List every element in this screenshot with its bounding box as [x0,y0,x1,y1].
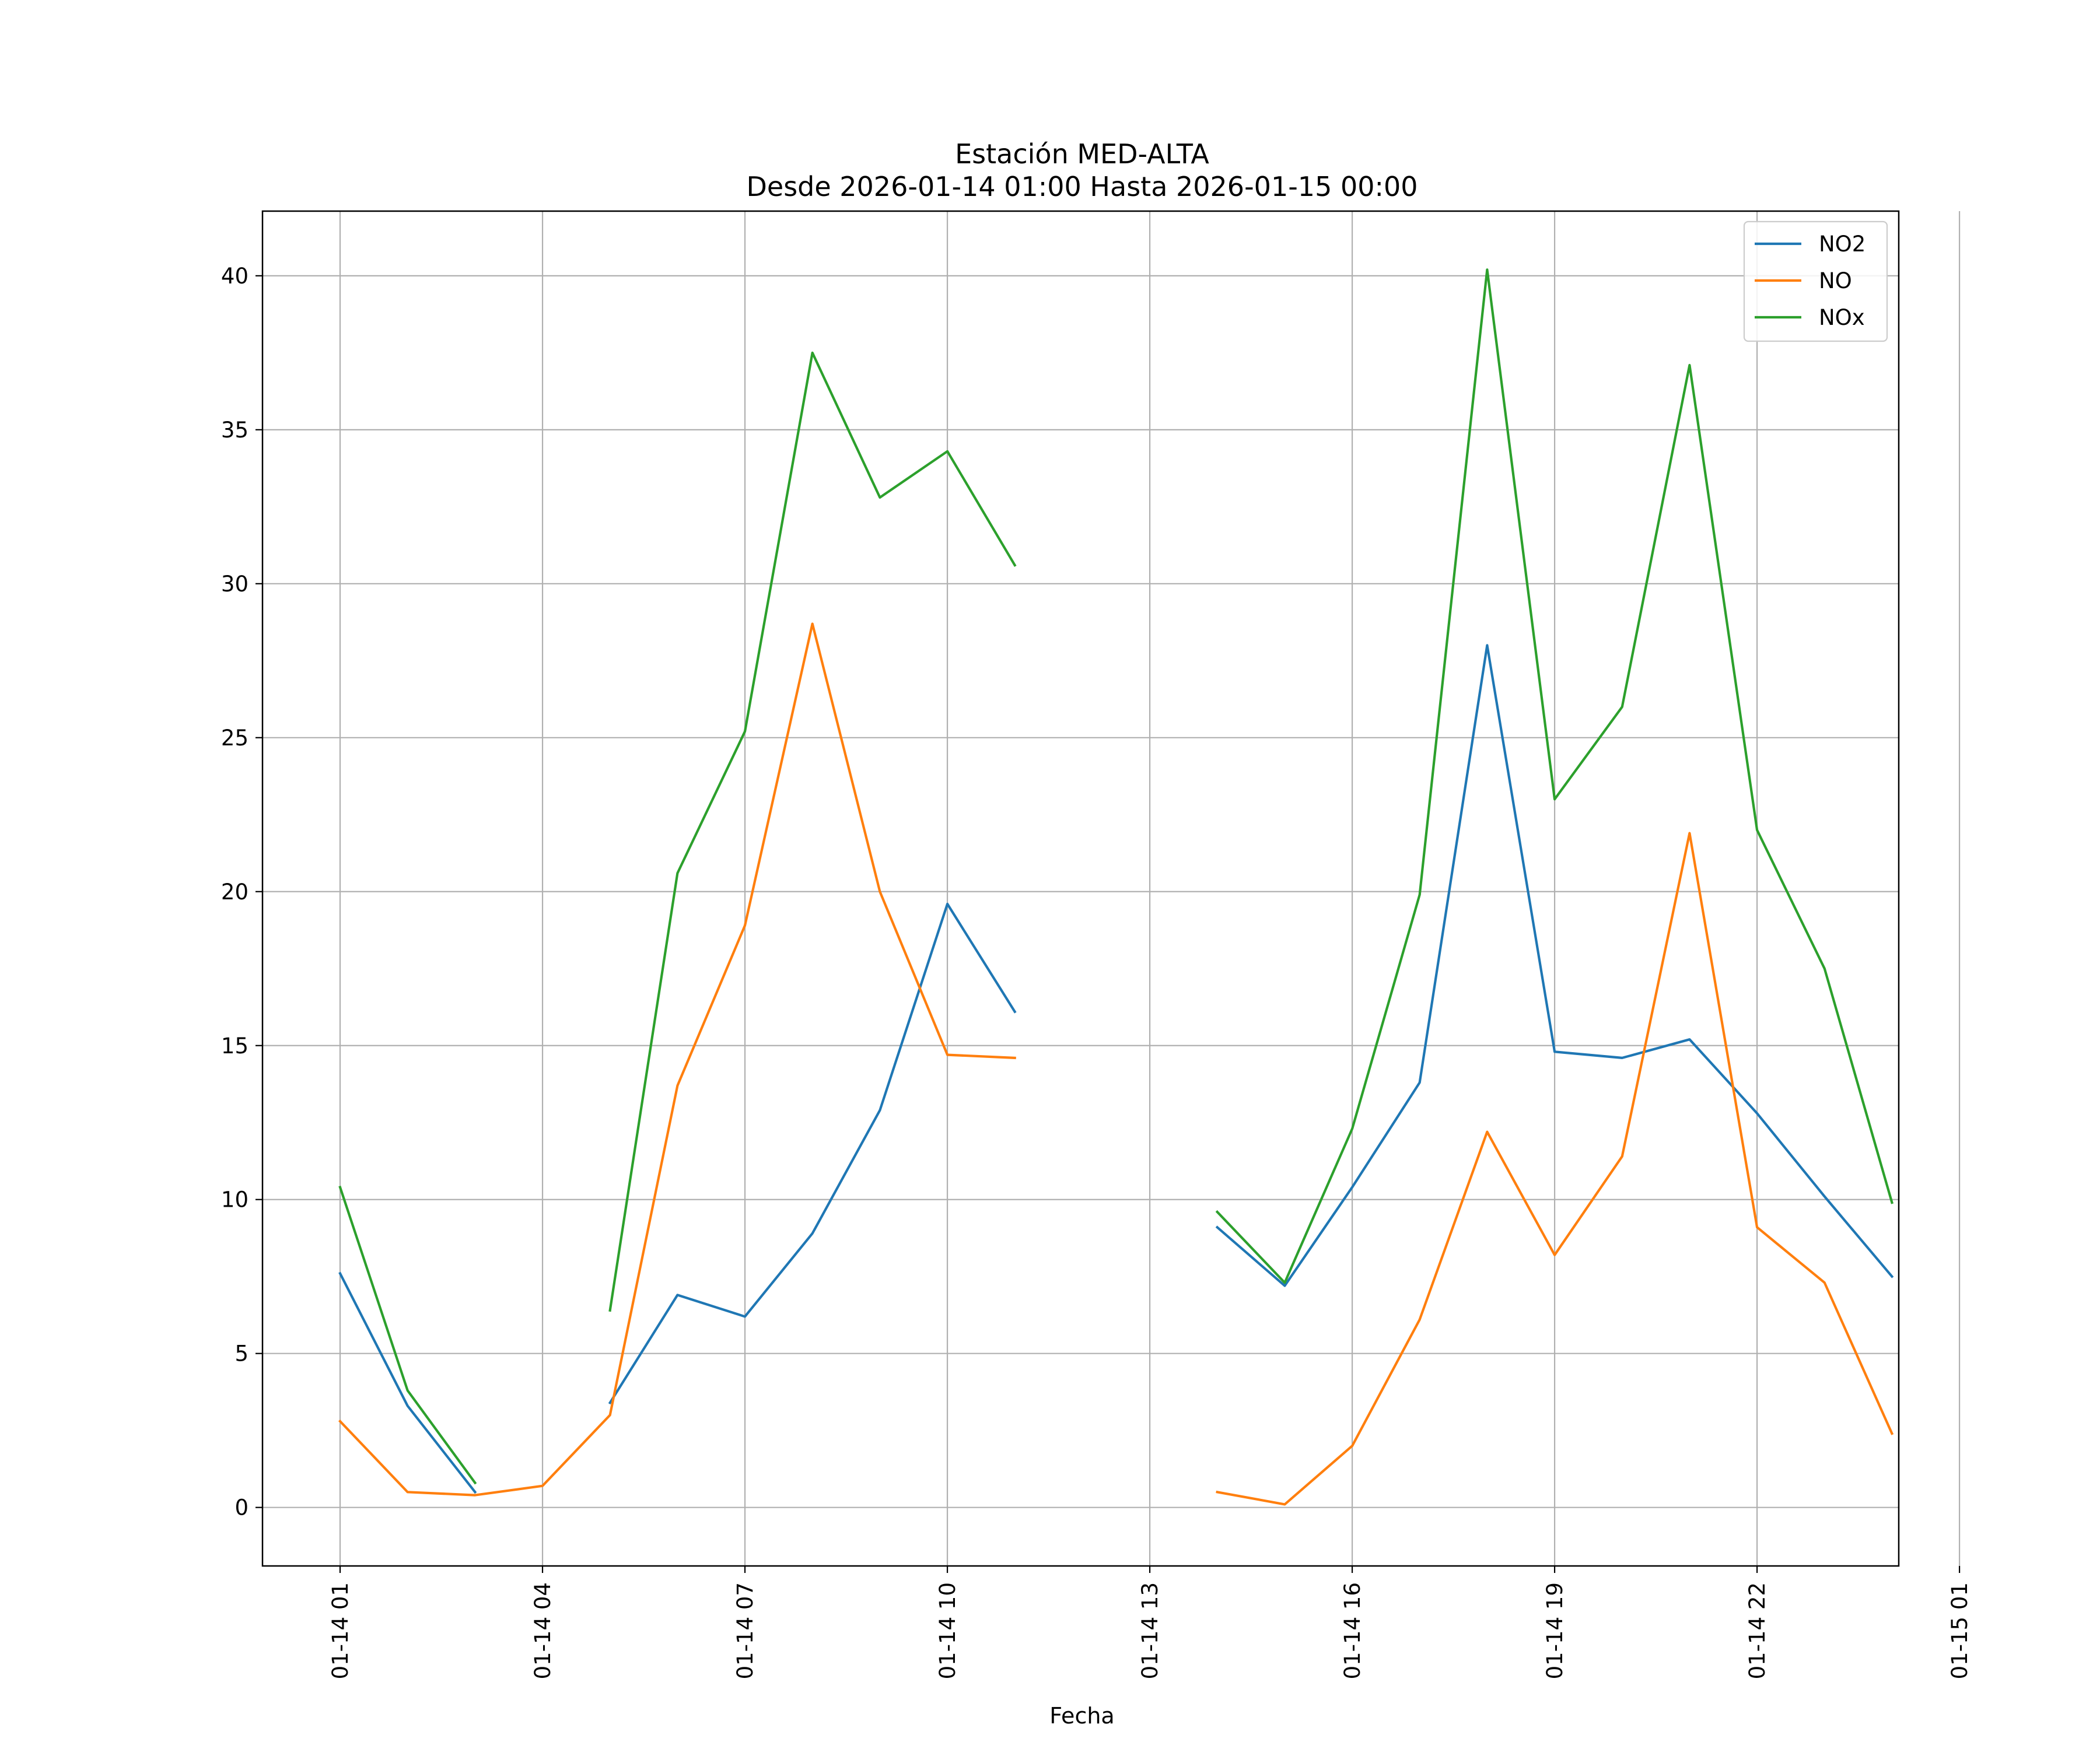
x-tick-label: 01-14 10 [935,1582,960,1679]
x-tick-label: 01-14 13 [1138,1582,1163,1679]
series-line-nox [608,351,1017,1312]
chart-title: Estación MED-ALTA [955,138,1209,170]
y-tick-label: 15 [221,1033,249,1059]
plot-frame [261,210,1900,1567]
x-tick-label: 01-14 19 [1542,1582,1567,1679]
y-tick-label: 0 [235,1495,249,1520]
x-tick-label: 01-14 16 [1340,1582,1365,1679]
legend-box [1743,220,1888,342]
y-tick-label: 5 [235,1341,249,1366]
y-axis-ticks: 0 5 10 15 20 25 30 35 40 [221,264,262,1520]
legend-label-no2: NO2 [1819,232,1866,257]
legend-label-nox: NOx [1819,305,1865,330]
grid-lines [262,211,1961,1566]
y-tick-label: 35 [221,418,249,443]
y-tick-label: 40 [221,264,249,289]
x-tick-label: 01-14 07 [733,1582,758,1679]
x-tick-label: 01-15 01 [1947,1582,1972,1679]
series-line-no [1216,832,1894,1506]
x-tick-label: 01-14 04 [530,1582,555,1679]
y-tick-label: 30 [221,572,249,597]
x-axis-ticks: 01-14 01 01-14 04 01-14 07 01-14 10 01-14 13… [328,1566,1972,1679]
series-line-nox [338,1185,477,1485]
series-line-no [338,622,1016,1497]
y-tick-label: 20 [221,879,249,905]
y-tick-label: 10 [221,1187,249,1213]
x-tick-label: 01-14 01 [328,1582,353,1679]
x-tick-label: 01-14 22 [1745,1582,1770,1679]
series-line-no2 [338,1271,477,1494]
x-axis-label: Fecha [1049,1703,1114,1729]
series-line-no2 [1215,644,1894,1287]
series-lines [338,268,1894,1506]
legend: NO2 NO NOx [1743,220,1888,342]
chart-subtitle: Desde 2026-01-14 01:00 Hasta 2026-01-15 … [746,171,1418,202]
series-line-no2 [608,902,1017,1405]
series-line-nox [1215,268,1894,1284]
y-tick-label: 25 [221,726,249,751]
legend-label-no: NO [1819,268,1852,293]
